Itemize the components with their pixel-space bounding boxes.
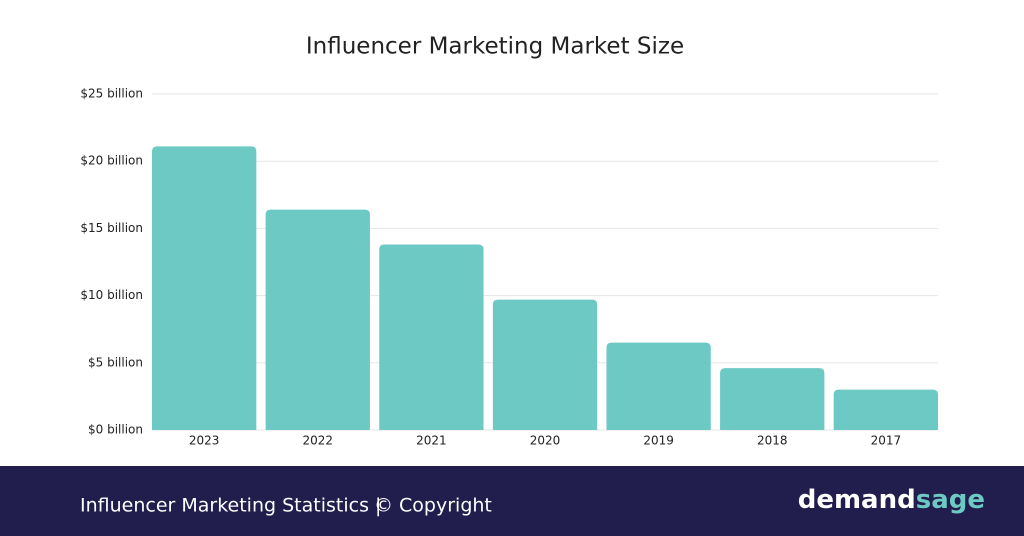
x-tick-label: 2018 [757,434,788,448]
chart-title: Influencer Marketing Market Size [306,34,684,60]
y-tick-label: $20 billion [80,154,143,168]
bar [720,368,825,430]
bar [265,209,370,430]
x-tick-label: 2021 [416,434,447,448]
y-tick-label: $25 billion [80,87,143,101]
y-tick-label: $5 billion [88,355,143,369]
bar [833,389,938,430]
y-tick-label: $10 billion [80,288,143,302]
logo: demandsage [798,485,985,515]
x-tick-label: 2022 [302,434,333,448]
x-tick-label: 2019 [643,434,674,448]
logo-right: sage [916,485,985,515]
footer-band [0,466,1024,536]
bar [379,244,484,430]
footer-caption: Influencer Marketing Statistics | [80,495,381,517]
x-tick-label: 2017 [871,434,902,448]
bar [606,342,711,430]
y-tick-label: $15 billion [80,221,143,235]
bar [152,146,257,430]
plot: $0 billion $5 billion $10 billion $15 billi… [80,87,938,448]
bar [492,299,598,430]
logo-left: demand [798,485,916,515]
x-tick-label: 2023 [189,434,220,448]
x-tick-label: 2020 [530,434,561,448]
y-tick-label: $0 billion [88,423,143,437]
footer-copyright: © Copyright [374,495,492,517]
